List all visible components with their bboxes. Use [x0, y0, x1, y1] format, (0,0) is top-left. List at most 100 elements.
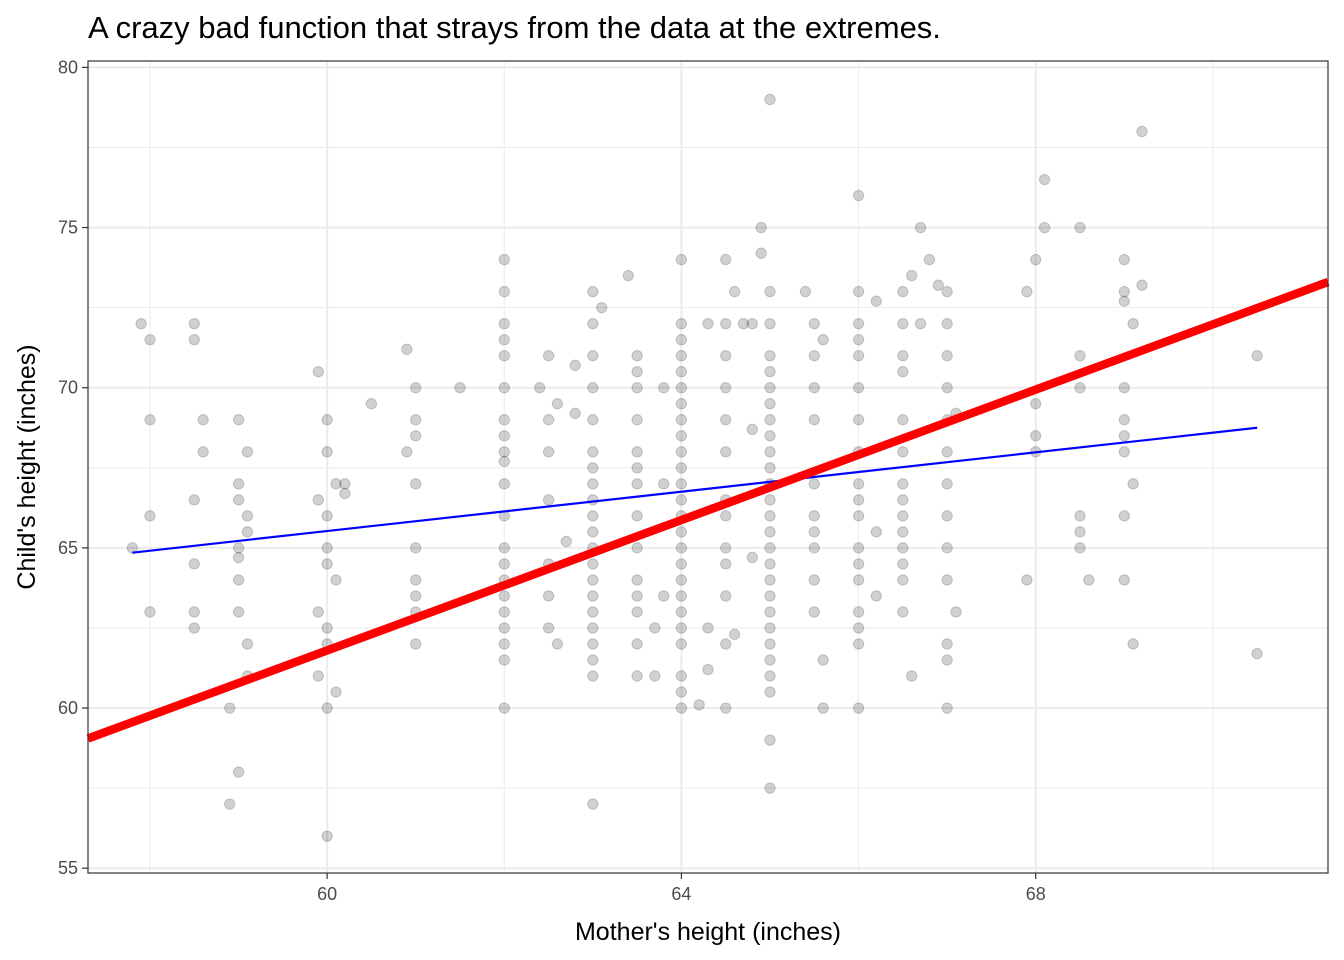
plot-border: [87, 60, 1329, 874]
data-point: [551, 638, 564, 650]
data-point: [569, 359, 581, 371]
data-point: [631, 590, 643, 602]
data-point: [188, 317, 200, 330]
data-point: [321, 510, 333, 522]
data-point: [720, 702, 732, 714]
data-point: [1118, 253, 1130, 266]
data-point: [1127, 638, 1139, 650]
data-point: [330, 574, 342, 586]
data-point: [808, 542, 820, 554]
data-point: [675, 349, 688, 362]
data-point: [906, 269, 918, 282]
data-point: [197, 446, 209, 458]
data-point: [808, 414, 820, 426]
data-point: [852, 606, 865, 618]
data-point: [932, 279, 944, 291]
data-point: [764, 590, 776, 602]
data-point: [188, 558, 200, 570]
data-point: [799, 285, 812, 298]
data-point: [321, 830, 333, 842]
data-point: [587, 574, 599, 586]
data-point: [675, 446, 688, 458]
data-point: [852, 542, 865, 554]
data-point: [852, 317, 865, 330]
data-point: [232, 494, 245, 506]
data-point: [401, 343, 413, 355]
data-point: [764, 462, 776, 474]
data-point: [1118, 414, 1130, 426]
data-point: [897, 494, 909, 506]
data-point: [808, 317, 820, 330]
data-point: [135, 317, 147, 330]
data-point: [897, 446, 909, 458]
data-point: [852, 382, 865, 394]
data-point: [126, 542, 138, 554]
data-point: [498, 414, 510, 426]
data-point: [675, 574, 688, 586]
data-point: [808, 478, 820, 490]
data-point: [1074, 510, 1086, 522]
data-point: [197, 414, 209, 426]
data-point: [144, 510, 156, 522]
x-axis-title: Mother's height (inches): [575, 918, 841, 946]
data-point: [720, 638, 732, 650]
data-point: [764, 782, 776, 794]
data-point: [542, 622, 555, 634]
data-point: [410, 414, 422, 426]
data-point: [631, 510, 643, 522]
data-point: [498, 478, 510, 490]
data-point: [534, 382, 546, 394]
data-point: [897, 478, 909, 490]
bad-function-line: [86, 278, 1330, 743]
data-point: [755, 221, 767, 234]
data-point: [675, 398, 688, 410]
data-point: [321, 542, 333, 554]
data-point: [1118, 285, 1130, 298]
data-point: [737, 317, 750, 330]
data-point: [498, 455, 510, 468]
data-point: [1118, 446, 1130, 458]
data-point: [1118, 430, 1130, 442]
data-point: [720, 382, 732, 394]
data-point: [410, 638, 422, 650]
data-point: [923, 253, 936, 266]
data-point: [631, 446, 643, 458]
data-point: [401, 446, 413, 458]
data-point: [764, 622, 776, 634]
data-point: [852, 349, 865, 362]
data-point: [631, 542, 643, 554]
data-point: [852, 638, 865, 650]
data-point: [498, 606, 510, 618]
data-point: [587, 446, 599, 458]
data-point: [498, 285, 510, 298]
data-point: [702, 317, 714, 330]
data-point: [897, 349, 909, 362]
data-point: [321, 558, 333, 570]
data-point: [675, 622, 688, 634]
data-point: [330, 686, 342, 698]
data-point: [542, 494, 555, 506]
data-point: [224, 702, 236, 714]
data-point: [542, 349, 555, 362]
data-point: [764, 542, 776, 554]
data-point: [498, 317, 510, 330]
data-point: [1030, 253, 1042, 266]
data-point: [720, 317, 732, 330]
data-point: [321, 446, 333, 458]
data-point: [587, 478, 599, 490]
data-point: [720, 510, 732, 522]
y-tick-label: 65: [58, 538, 78, 558]
data-point: [454, 382, 466, 394]
data-point: [410, 590, 422, 602]
data-point: [658, 382, 670, 394]
data-point: [808, 574, 820, 586]
data-point: [728, 285, 741, 298]
data-point: [241, 510, 254, 522]
data-point: [808, 526, 820, 538]
data-point: [720, 590, 732, 602]
data-point: [675, 494, 688, 506]
data-point: [764, 285, 776, 298]
data-point: [551, 398, 564, 410]
data-point: [587, 798, 599, 810]
data-point: [1038, 221, 1051, 234]
